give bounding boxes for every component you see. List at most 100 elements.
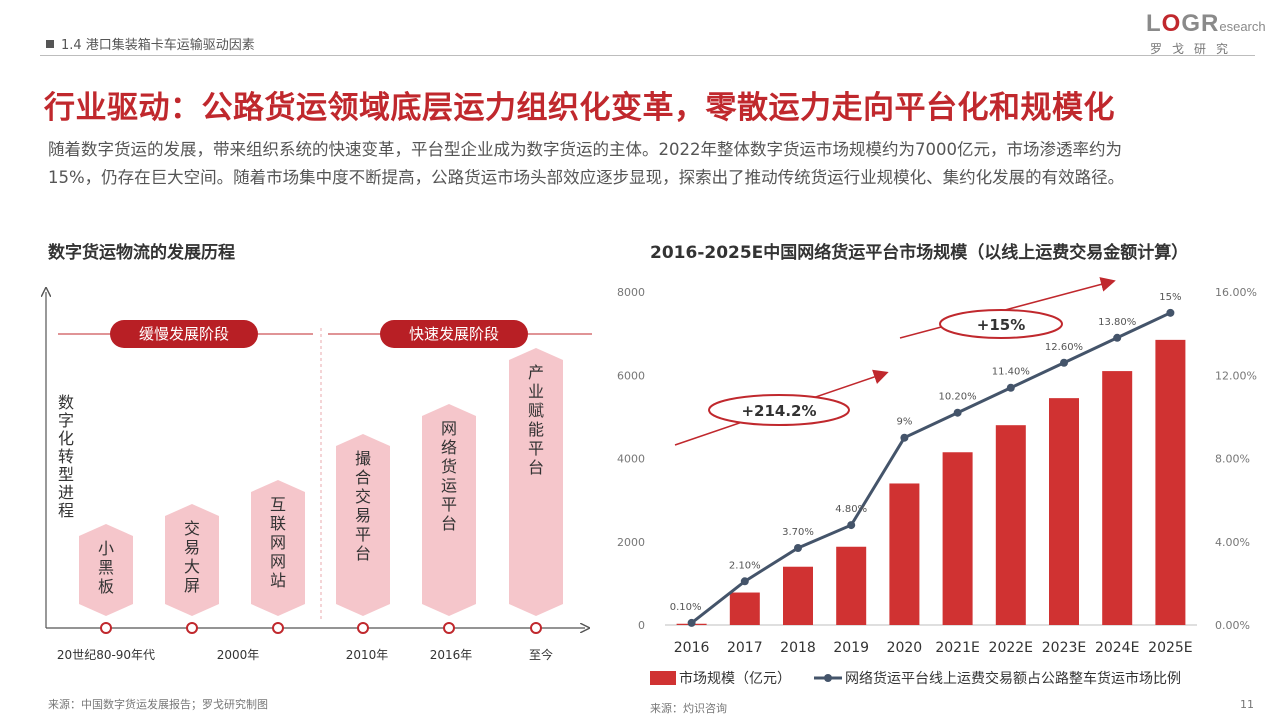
timeline-dot [357,622,369,634]
line-point [740,577,749,586]
stage-label-char: 易 [355,506,371,525]
market-chart: 0 2000 4000 6000 8000 0.00% 4.00% 8.00% 12.00% 16… [617,277,1257,687]
stage-hexagon [251,480,305,616]
line-data-label: 9% [896,417,912,428]
annotation-ellipse-2 [939,309,1063,339]
stage-label-char: 台 [355,544,371,563]
series-line [690,311,1172,625]
left-panel-title: 数字货运物流的发展历程 [48,243,235,263]
y2-tick-label: 12.00% [1215,369,1257,382]
bar [783,566,813,625]
bar [995,425,1026,625]
stage-hexagon [165,504,219,616]
stage-label-char: 网 [270,533,286,552]
x-tick-label: 2017 [727,640,763,656]
stage-hexagon [336,434,390,616]
y-tick-label: 6000 [617,369,645,382]
chart-source: 来源：灼识咨询 [650,702,727,715]
phase-pill-fast [380,320,528,348]
y2-tick-label: 16.00% [1215,286,1257,299]
stage-label-char: 业 [528,382,544,401]
line-point [847,521,856,530]
stage-label-char: 赋 [528,401,544,420]
stage-hexagon [422,404,476,616]
stage-label-char: 台 [528,458,544,477]
bar [836,546,867,625]
line-data-label: 4.80% [835,504,867,515]
line-point [687,618,696,627]
stage-label-char: 网 [441,419,457,438]
bar [729,592,760,625]
phase-pill-slow [110,320,258,348]
section-label: 1.4 港口集装箱卡车运输驱动因素 [46,34,255,53]
y2-tick-label: 0.00% [1215,619,1250,632]
legend-label-line: 网络货运平台线上运费交易额占公路整车货运市场比例 [845,670,1181,687]
line-data-label: 2.10% [729,560,761,571]
annotation-growth-1: +214.2% [741,402,816,420]
line-point [794,543,802,552]
line-data-label: 10.20% [939,392,977,403]
line-data-label: 3.70% [782,527,814,538]
timeline-label: 2016年 [430,648,473,662]
intro-paragraph: 随着数字货运的发展，带来组织系统的快速变革，平台型企业成为数字货运的主体。202… [48,136,1258,192]
legend-swatch-dot [824,674,832,682]
line-point [953,408,962,417]
logo: LOGResearch 罗戈研究 [1146,10,1266,56]
stage-hexagon [79,524,133,616]
y-axis-label-char: 转 [58,447,74,466]
x-tick-label: 2023E [1042,640,1086,656]
stage-label-char: 板 [98,577,114,596]
timeline-dot [530,622,542,634]
timeline-dot [100,622,112,634]
x-tick-label: 2022E [989,640,1033,656]
y-axis-label-char: 进 [58,483,74,502]
phase-label-slow: 缓慢发展阶段 [139,325,229,343]
stage-label-char: 网 [270,552,286,571]
bar [1102,371,1133,625]
stage-label-char: 平 [355,525,371,544]
chart-title: 2016-2025E中国网络货运平台市场规模（以线上运费交易金额计算） [650,243,1189,263]
stage-label-char: 台 [441,514,457,533]
x-tick-label: 2021E [935,640,979,656]
stage-label-char: 交 [355,487,371,506]
y-axis-label-char: 程 [58,501,74,520]
page-number: 11 [1240,698,1254,711]
line-point [1166,308,1175,317]
line-data-label: 15% [1159,292,1181,303]
line-point [1060,358,1068,367]
bar [889,483,920,625]
stage-label-char: 大 [184,557,200,576]
y-tick-label: 2000 [617,536,645,549]
intro-line-1: 随着数字货运的发展，带来组织系统的快速变革，平台型企业成为数字货运的主体。202… [48,140,1122,159]
legend-label-bar: 市场规模（亿元） [679,670,791,687]
y-tick-label: 4000 [617,453,645,466]
x-tick-label: 2020 [887,640,923,656]
bar [1155,339,1186,625]
x-tick-label: 2024E [1095,640,1139,656]
stage-label-char: 屏 [184,576,200,595]
stage-label-char: 平 [528,439,544,458]
timeline-dot [272,622,284,634]
timeline-dot [443,622,455,634]
stage-label-char: 黑 [98,558,114,577]
line-data-label: 12.60% [1045,342,1083,353]
line-data-label: 0.10% [670,602,702,613]
timeline-dot [186,622,198,634]
timeline-label: 至今 [529,647,553,662]
y2-tick-label: 4.00% [1215,536,1250,549]
y2-tick-label: 8.00% [1215,453,1250,466]
line-data-label: 11.40% [992,367,1030,378]
stage-label-char: 联 [270,514,286,533]
left-source: 来源：中国数字货运发展报告；罗戈研究制图 [48,698,268,711]
stage-label-char: 小 [98,539,114,558]
stage-label-char: 互 [270,495,286,514]
bar [942,452,973,625]
stage-label-char: 能 [528,420,544,439]
square-bullet-icon [46,40,54,48]
intro-line-2: 15%，仍存在巨大空间。随着市场集中度不断提高，公路货运市场头部效应逐步显现，探… [48,168,1125,187]
stage-hexagon [509,348,563,616]
y-tick-label: 8000 [617,286,645,299]
stage-label-char: 货 [441,457,457,476]
